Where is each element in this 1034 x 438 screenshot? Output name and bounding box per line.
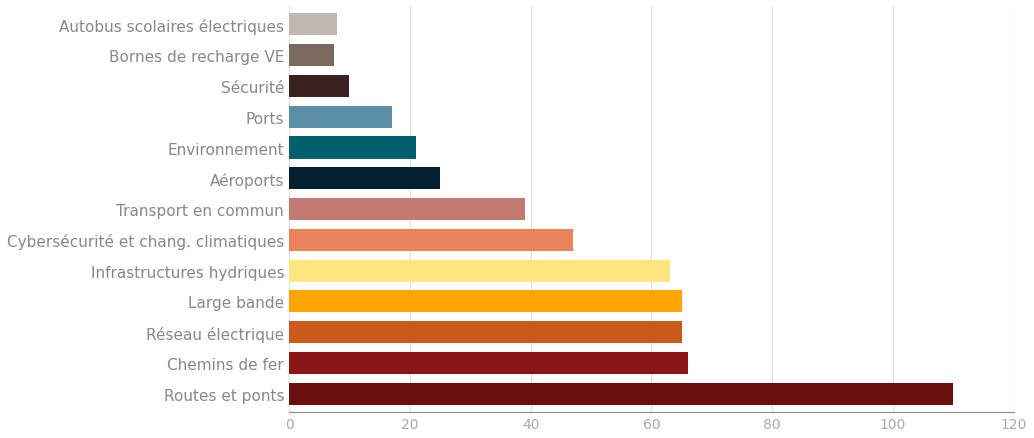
Bar xyxy=(290,198,524,221)
Bar xyxy=(290,137,416,159)
Bar xyxy=(290,229,573,251)
Bar xyxy=(290,106,392,128)
Bar xyxy=(290,168,440,190)
Bar xyxy=(290,291,681,313)
Bar xyxy=(290,76,349,98)
Bar xyxy=(290,352,688,374)
Bar xyxy=(290,321,681,343)
Bar xyxy=(290,14,337,36)
Bar xyxy=(290,383,953,405)
Bar xyxy=(290,260,670,282)
Bar xyxy=(290,45,334,67)
